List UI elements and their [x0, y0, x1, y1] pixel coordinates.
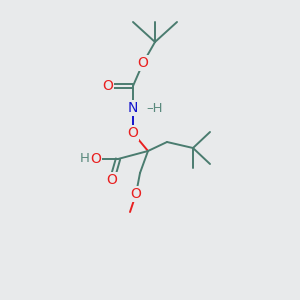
Text: H: H	[80, 152, 90, 166]
Text: O: O	[91, 152, 101, 166]
Text: O: O	[138, 56, 148, 70]
Text: O: O	[128, 126, 138, 140]
Text: –H: –H	[146, 101, 163, 115]
Text: O: O	[130, 187, 141, 201]
Text: O: O	[103, 79, 113, 93]
Text: N: N	[128, 101, 138, 115]
Text: O: O	[106, 173, 117, 187]
